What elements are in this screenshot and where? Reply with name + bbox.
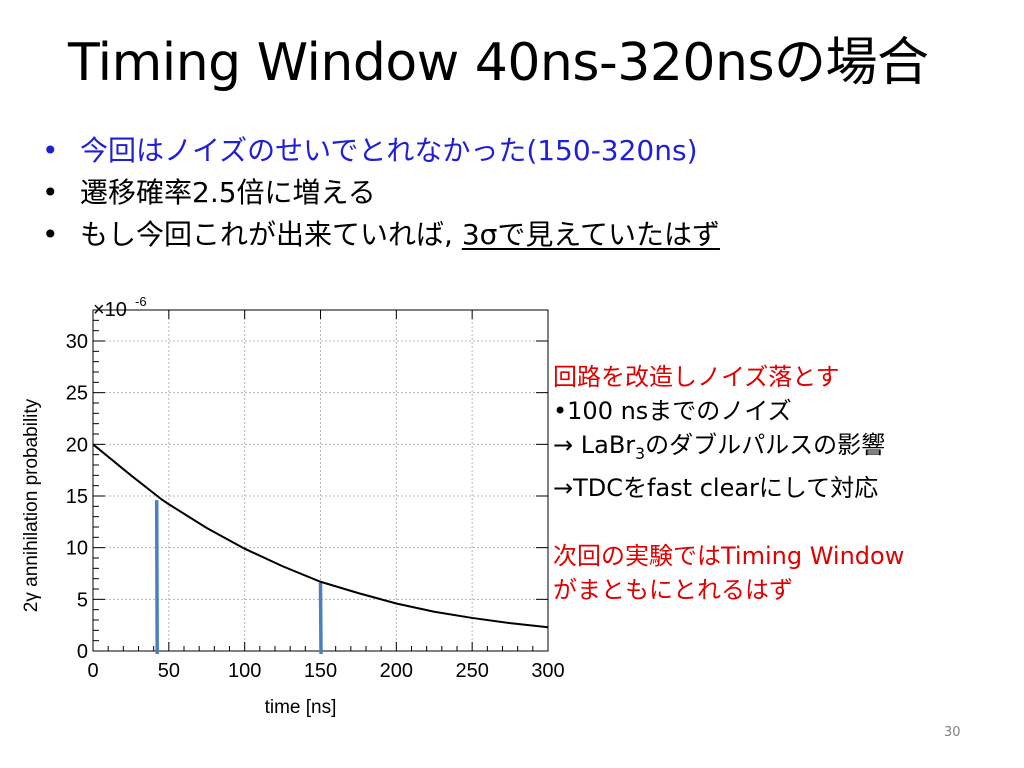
notes-labr-text: → LaBr (553, 431, 636, 459)
y-axis-title: 2γ annihilation probability (21, 398, 42, 612)
probability-chart: 0 50 100 150 200 250 300 0 5 10 15 20 25 30 ×10 -6 time … (0, 290, 580, 720)
marker-line (154, 500, 159, 655)
x-tick-label: 300 (531, 660, 564, 682)
notes-labr-suffix: のダブルパルスの影響 (645, 431, 886, 459)
bullet-text: もし今回これが出来ていれば, (80, 218, 462, 251)
bullet-text: 今回はノイズのせいでとれなかった(150-320ns) (80, 134, 698, 167)
page-number: 30 (944, 725, 961, 740)
x-tick-label: 250 (455, 660, 488, 682)
notes-next-line: 次回の実験ではTiming Window (553, 541, 905, 570)
notes-labr-subscript: 3 (635, 444, 646, 463)
bullet-dot: • (42, 176, 59, 209)
y-tick-label: 0 (77, 641, 88, 663)
notes-spacer (553, 505, 1018, 539)
bullet-list: • 今回はノイズのせいでとれなかった(150-320ns) • 遷移確率2.5倍… (42, 130, 720, 256)
bullet-dot: • (42, 218, 59, 251)
notes-line: →TDCをfast clearにして対応 (553, 473, 879, 502)
y-tick-label: 10 (66, 538, 88, 560)
bullet-dot: • (42, 134, 59, 167)
y-tick-label: 30 (66, 331, 88, 353)
x-tick-label: 50 (158, 660, 180, 682)
chart-svg: 0 50 100 150 200 250 300 0 5 10 15 20 25 30×10 -6 time … (21, 294, 565, 718)
y-tick-label: 25 (66, 383, 88, 405)
x-tick-label: 100 (228, 660, 261, 682)
slide-title: Timing Window 40ns-320nsの場合 (68, 33, 929, 93)
y-multiplier-label: ×10 (93, 299, 127, 321)
bullet-text-underlined: 3σで見えていたはず (461, 218, 720, 251)
marker-line (318, 582, 323, 655)
bullet-text: 遷移確率2.5倍に増える (80, 176, 376, 209)
y-tick-label: 20 (66, 434, 88, 456)
notes-line: •100 nsまでのノイズ (553, 397, 792, 425)
y-multiplier-exponent: -6 (135, 294, 147, 309)
x-tick-label: 0 (87, 660, 98, 682)
bullet-item: • 遷移確率2.5倍に増える (42, 172, 720, 214)
x-tick-label: 150 (304, 660, 337, 682)
x-axis-title: time [ns] (265, 697, 337, 718)
bullet-item: • 今回はノイズのせいでとれなかった(150-320ns) (42, 130, 720, 172)
x-tick-label: 200 (380, 660, 413, 682)
y-tick-label: 15 (66, 486, 88, 508)
series-line (92, 443, 549, 629)
notes-line: → LaBr3のダブルパルスの影響 (553, 428, 1018, 471)
y-tick-label: 5 (77, 589, 88, 611)
bullet-item: • もし今回これが出来ていれば, 3σで見えていたはず (42, 214, 720, 256)
notes-next-line: がまともにとれるはず (553, 575, 793, 604)
notes-box: 回路を改造しノイズ落とす •100 nsまでのノイズ → LaBr3のダブルパル… (553, 360, 1018, 607)
notes-heading: 回路を改造しノイズ落とす (553, 363, 840, 391)
